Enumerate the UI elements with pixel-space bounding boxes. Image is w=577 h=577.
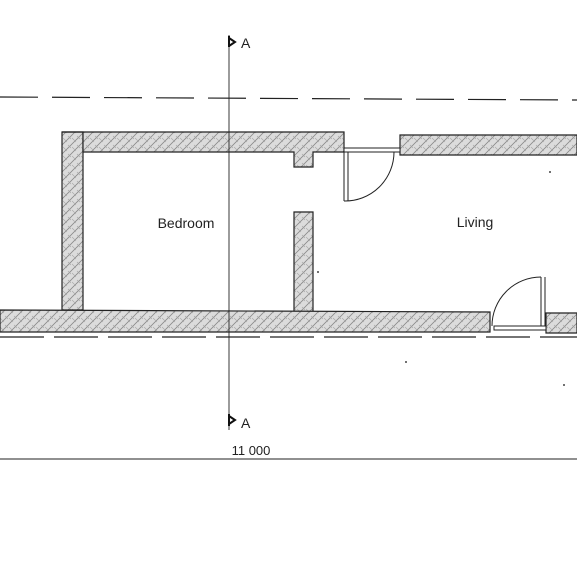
room-label-living: Living [457,214,494,230]
section-marker-top: A [228,35,251,51]
section-marker-bottom: A [228,414,251,431]
room-label-bedroom: Bedroom [158,215,215,231]
wall-bedroom-left [61,131,84,311]
door-bottom [491,276,547,331]
dimension-text: 11 000 [232,443,271,458]
section-label-top: A [241,35,251,51]
walls [0,131,577,334]
section-label-bottom: A [241,415,251,431]
dashed-boundary-top [0,96,577,101]
wall-partition [293,211,314,313]
wall-top-left [62,131,345,168]
wall-bottom-left [0,309,491,333]
wall-top-right [399,134,577,156]
wall-bottom-right [545,312,577,334]
drafting-dots [317,171,565,386]
door-top [343,147,401,202]
